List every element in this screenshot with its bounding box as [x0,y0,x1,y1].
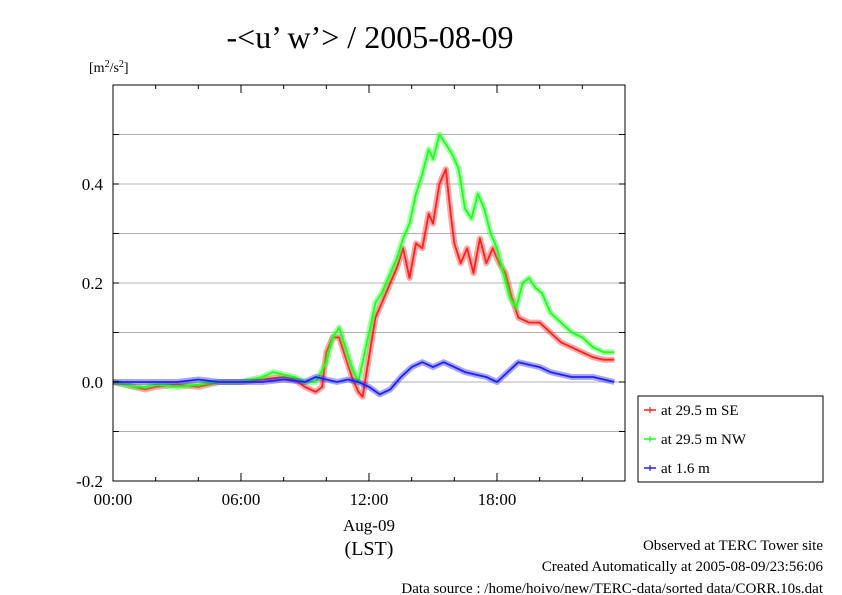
legend-label: at 29.5 m SE [661,403,739,419]
x-tick-label: 00:00 [94,490,133,509]
y-tick-label: 0.2 [82,274,103,293]
footer-line-3: Data source : /home/hoivo/new/TERC-data/… [401,581,823,595]
legend-label: at 29.5 m NW [661,432,747,448]
series-band-1 [112,131,615,390]
y-tick-label: 0.0 [82,373,103,392]
y-tick-label: -0.2 [76,472,103,491]
footer-line-1: Observed at TERC Tower site [643,538,823,554]
legend-label: at 1.6 m [661,461,710,477]
series-lines [112,131,615,400]
x-tick-label: 18:00 [478,490,517,509]
y-axis-ticks: -0.2 0.0 0.2 0.4 [76,84,625,491]
x-axis-timezone-label: (LST) [345,538,394,560]
y-axis-unit: [m2/s2] [89,59,129,76]
series-line-1 [112,133,615,388]
x-axis-ticks: 00:00 06:00 12:00 18:00 [94,85,626,509]
x-tick-label: 06:00 [222,490,261,509]
series-line-2 [113,361,615,396]
legend-box [637,395,824,483]
x-tick-label: 12:00 [350,490,389,509]
chart-title: -<u’ w’> / 2005-08-09 [227,19,514,55]
y-tick-label: 0.4 [82,175,104,194]
legend: at 29.5 m SE at 29.5 m NW at 1.6 m [637,395,824,483]
footer-line-2: Created Automatically at 2005-08-09/23:5… [542,559,824,575]
x-axis-date-label: Aug-09 [343,516,395,535]
series-line-0 [112,168,615,398]
